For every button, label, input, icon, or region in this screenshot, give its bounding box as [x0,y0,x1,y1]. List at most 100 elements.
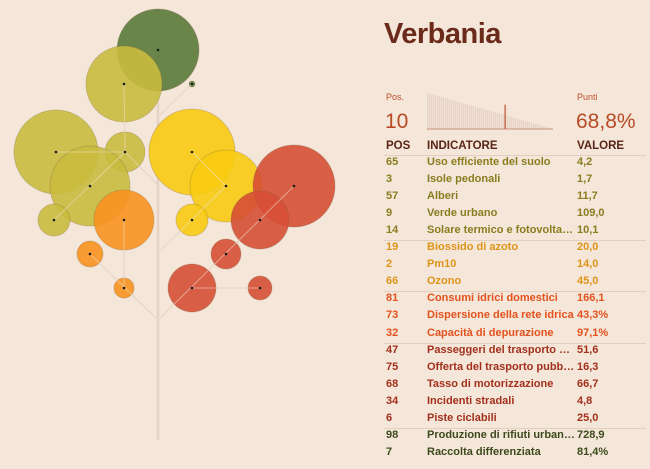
table-row[interactable]: 2 Pm10 14,0 [384,256,646,273]
row-value: 4,8 [577,394,593,407]
sparkline-bar [477,107,479,129]
sparkline-bar [519,119,521,129]
row-value: 20,0 [577,241,599,254]
table-row[interactable]: 7 Raccolta differenziata 81,4% [384,444,646,461]
row-indicator: Passeggeri del trasporto pu... [427,343,575,356]
sparkline-bar [501,114,503,129]
table-row[interactable]: 19 Biossido di azoto 20,0 [384,239,646,256]
table-row[interactable]: 66 Ozono 45,0 [384,273,646,290]
sparkline-bar [431,94,433,129]
sparkline-bar [449,99,451,129]
sparkline-bar [479,107,481,129]
sparkline-bar [511,117,513,129]
row-indicator: Pm10 [427,258,457,271]
circle-center-dot [156,48,160,52]
points-label: Punti [577,92,598,102]
table-row[interactable]: 57 Alberi 11,7 [384,188,646,205]
row-indicator: Incidenti stradali [427,394,515,407]
table-row[interactable]: 98 Produzione di rifiuti urbani p... 728,9 [384,427,646,444]
sparkline-bar [521,119,523,129]
sparkline-bar [469,105,471,129]
header-value: VALORE [577,140,625,152]
sparkline-bar [441,97,443,129]
divider [384,427,646,429]
sparkline-bar [491,111,493,129]
row-indicator: Solare termico e fotovoltaico [427,224,575,237]
row-pos: 66 [386,275,399,288]
row-value: 1,7 [577,173,593,186]
row-pos: 2 [386,258,393,271]
circle-center-dot [258,218,262,222]
row-pos: 7 [386,445,393,458]
tree-branch-overlay [157,83,193,118]
sparkline-bar [507,115,509,129]
tree-branch-overlay [191,151,227,187]
table-row[interactable]: 75 Offerta del trasporto pubblico 16,3 [384,359,646,376]
sparkline-bar [497,113,499,129]
table-row[interactable]: 73 Dispersione della rete idrica 43,3% [384,307,646,324]
sparkline-bar [517,118,519,129]
table-row[interactable]: 9 Verde urbano 109,0 [384,205,646,222]
row-value: 166,1 [577,292,605,305]
row-pos: 81 [386,292,399,305]
divider [384,342,646,344]
table-row[interactable]: 14 Solare termico e fotovoltaico 10,1 [384,222,646,239]
sparkline-bar [433,94,435,129]
row-indicator: Capacità di depurazione [427,326,554,339]
row-pos: 34 [386,394,399,407]
sparkline-bar [539,125,541,129]
circle-center-dot [122,82,126,86]
sparkline-bar [463,103,465,129]
position-label: Pos. [386,92,405,102]
circle-center-dot [190,286,194,290]
row-pos: 57 [386,190,399,203]
table-row[interactable]: 32 Capacità di depurazione 97,1% [384,325,646,342]
row-value: 11,7 [577,190,598,203]
sparkline-bar [451,99,453,129]
sparkline-bar [515,118,517,129]
circle-center-dot [88,252,92,256]
circle-center-dot [190,218,194,222]
table-row[interactable]: 3 Isole pedonali 1,7 [384,171,646,188]
row-pos: 65 [386,156,399,168]
circle-center-dot [54,150,58,154]
sparkline-bar [493,111,495,129]
row-indicator: Biossido di azoto [427,241,519,254]
sparkline-bar [509,116,511,129]
table-row[interactable]: 47 Passeggeri del trasporto pu... 51,6 [384,342,646,359]
row-pos: 6 [386,411,393,424]
sparkline-bar [545,126,547,129]
row-indicator: Alberi [427,190,459,203]
sparkline-bar [459,102,461,129]
row-value: 14,0 [577,258,599,271]
sparkline-bar [429,93,431,129]
header-indicator: INDICATORE [427,140,498,152]
row-pos: 73 [386,309,399,322]
table-row[interactable]: 34 Incidenti stradali 4,8 [384,393,646,410]
sparkline-bar [471,105,473,129]
table-row[interactable]: 81 Consumi idrici domestici 166,1 [384,290,646,307]
sparkline-bar [443,97,445,129]
row-value: 728,9 [577,428,605,441]
sparkline-bar [465,103,467,129]
sparkline-bar [445,98,447,129]
sparkline-bar [483,109,485,129]
row-pos: 68 [386,377,399,390]
sparkline-bar [549,127,551,129]
sparkline-bar [487,110,489,129]
sparkline-bar [457,101,459,129]
sparkline-bar [439,96,441,129]
sparkline-bar [475,106,477,129]
sparkline-bar [453,100,455,129]
divider [384,240,646,242]
table-row[interactable]: 6 Piste ciclabili 25,0 [384,410,646,427]
tree-branch-overlay [123,83,126,153]
points-value: 68,8% [576,110,636,133]
table-row[interactable]: 68 Tasso di motorizzazione 66,7 [384,376,646,393]
sparkline-bar [541,125,543,129]
table-row[interactable]: 65 Uso efficiente del suolo 4,2 [384,154,646,171]
row-pos: 75 [386,360,399,373]
circle-center-dot [224,184,228,188]
sparkline-bar [489,110,491,129]
sparkline-bar [547,127,549,129]
